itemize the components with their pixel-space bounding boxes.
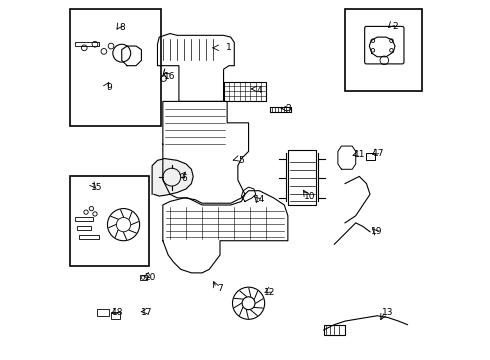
Bar — [75, 42, 98, 46]
Text: 18: 18 — [112, 309, 124, 318]
Bar — [288, 150, 317, 205]
Bar — [70, 9, 161, 126]
Bar — [223, 82, 267, 102]
Text: 12: 12 — [264, 288, 276, 297]
Bar — [345, 9, 422, 91]
Text: 2: 2 — [392, 22, 398, 31]
Polygon shape — [152, 158, 193, 196]
Text: 5: 5 — [239, 156, 245, 165]
Bar — [140, 275, 147, 280]
Bar — [77, 226, 92, 230]
Text: 14: 14 — [254, 195, 265, 204]
Text: 6: 6 — [181, 174, 187, 183]
Bar — [79, 235, 98, 239]
Bar — [323, 325, 345, 336]
Bar — [75, 217, 93, 221]
Text: 7: 7 — [217, 284, 223, 293]
Text: 4: 4 — [256, 86, 262, 95]
Text: 11: 11 — [354, 150, 365, 159]
Bar — [367, 153, 375, 160]
Text: 1: 1 — [226, 43, 232, 52]
Text: 15: 15 — [91, 183, 102, 192]
Bar — [111, 312, 120, 319]
Text: 3: 3 — [285, 104, 291, 113]
Text: 16: 16 — [164, 72, 176, 81]
Text: 17: 17 — [141, 309, 152, 318]
Bar — [97, 309, 109, 316]
Text: 9: 9 — [106, 83, 112, 92]
Text: 8: 8 — [119, 23, 124, 32]
Bar — [270, 107, 292, 112]
Bar — [70, 176, 148, 266]
Text: 10: 10 — [303, 192, 315, 201]
Text: 19: 19 — [371, 227, 383, 236]
Text: 17: 17 — [373, 149, 385, 158]
Text: 20: 20 — [145, 273, 156, 282]
Text: 13: 13 — [382, 309, 393, 318]
